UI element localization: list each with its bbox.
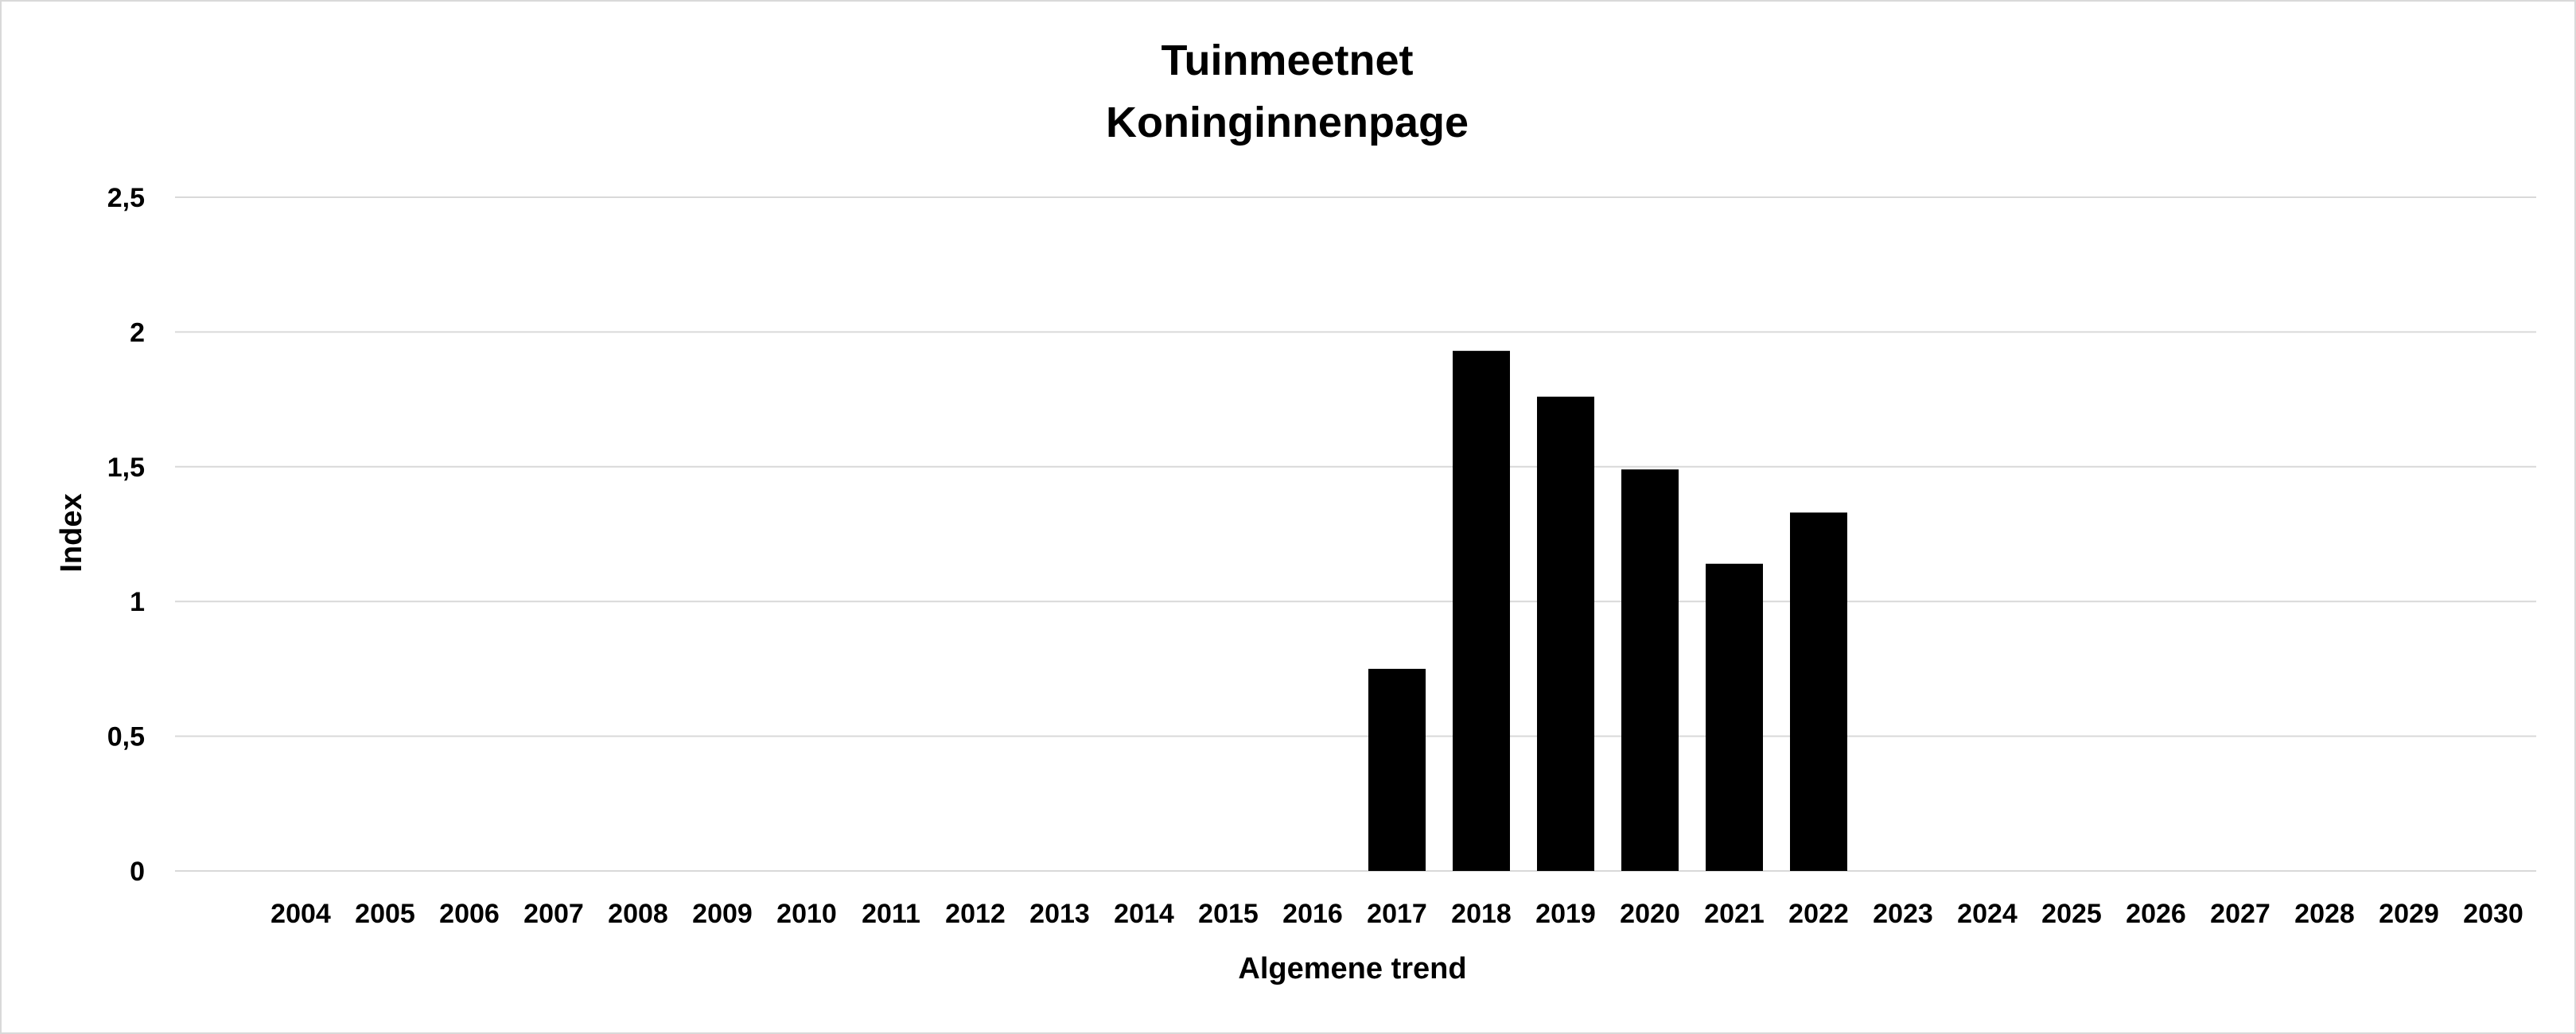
x-tick-label: 2011 (862, 899, 920, 929)
x-tick-label: 2018 (1451, 899, 1512, 929)
x-tick-label: 2009 (692, 899, 753, 929)
y-tick-label: 1 (130, 587, 145, 617)
bar-2022 (1790, 512, 1847, 871)
chart-title-line-1: Tuinmeetnet (1161, 37, 1413, 84)
x-axis-title: Algemene trend (1238, 952, 1466, 985)
bar-2019 (1537, 396, 1594, 871)
y-tick-label: 2,5 (107, 183, 145, 213)
x-tick-label: 2025 (2041, 899, 2102, 929)
x-tick-label: 2021 (1704, 899, 1765, 929)
bar-2018 (1453, 351, 1510, 872)
gridlines (175, 196, 2536, 872)
x-tick-label: 2027 (2210, 899, 2271, 929)
y-axis-title: Index (55, 493, 88, 572)
x-tick-label: 2026 (2126, 899, 2186, 929)
chart-title-line-2: Koninginnenpage (1106, 99, 1469, 146)
bar-2021 (1706, 563, 1763, 871)
bar-2017 (1368, 668, 1426, 871)
x-tick-label: 2030 (2463, 899, 2523, 929)
x-tick-label: 2010 (776, 899, 837, 929)
x-tick-label: 2006 (439, 899, 500, 929)
x-tick-label: 2016 (1282, 899, 1343, 929)
y-axis-ticks: 0 0,5 1 1,5 2 2,5 (107, 183, 145, 887)
x-tick-label: 2024 (1957, 899, 2018, 929)
x-tick-label: 2015 (1198, 899, 1259, 929)
y-tick-label: 1,5 (107, 453, 145, 483)
x-tick-label: 2004 (270, 899, 331, 929)
x-tick-label: 2028 (2294, 899, 2355, 929)
x-tick-label: 2005 (355, 899, 415, 929)
y-tick-label: 0 (130, 857, 145, 887)
x-tick-label: 2029 (2379, 899, 2439, 929)
y-tick-label: 2 (130, 317, 145, 348)
x-tick-label: 2023 (1873, 899, 1933, 929)
bars (1368, 351, 1847, 872)
x-axis-ticks: 2004 2005 2006 2007 2008 2009 2010 2011 2012 2013… (270, 899, 2523, 929)
y-tick-label: 0,5 (107, 722, 145, 752)
x-tick-label: 2007 (523, 899, 584, 929)
x-tick-label: 2022 (1788, 899, 1849, 929)
x-tick-label: 2008 (608, 899, 668, 929)
x-tick-label: 2020 (1620, 899, 1680, 929)
x-tick-label: 2012 (945, 899, 1006, 929)
x-tick-label: 2019 (1535, 899, 1596, 929)
x-tick-label: 2013 (1029, 899, 1090, 929)
x-tick-label: 2017 (1367, 899, 1427, 929)
bar-2020 (1621, 469, 1679, 871)
x-tick-label: 2014 (1114, 899, 1174, 929)
